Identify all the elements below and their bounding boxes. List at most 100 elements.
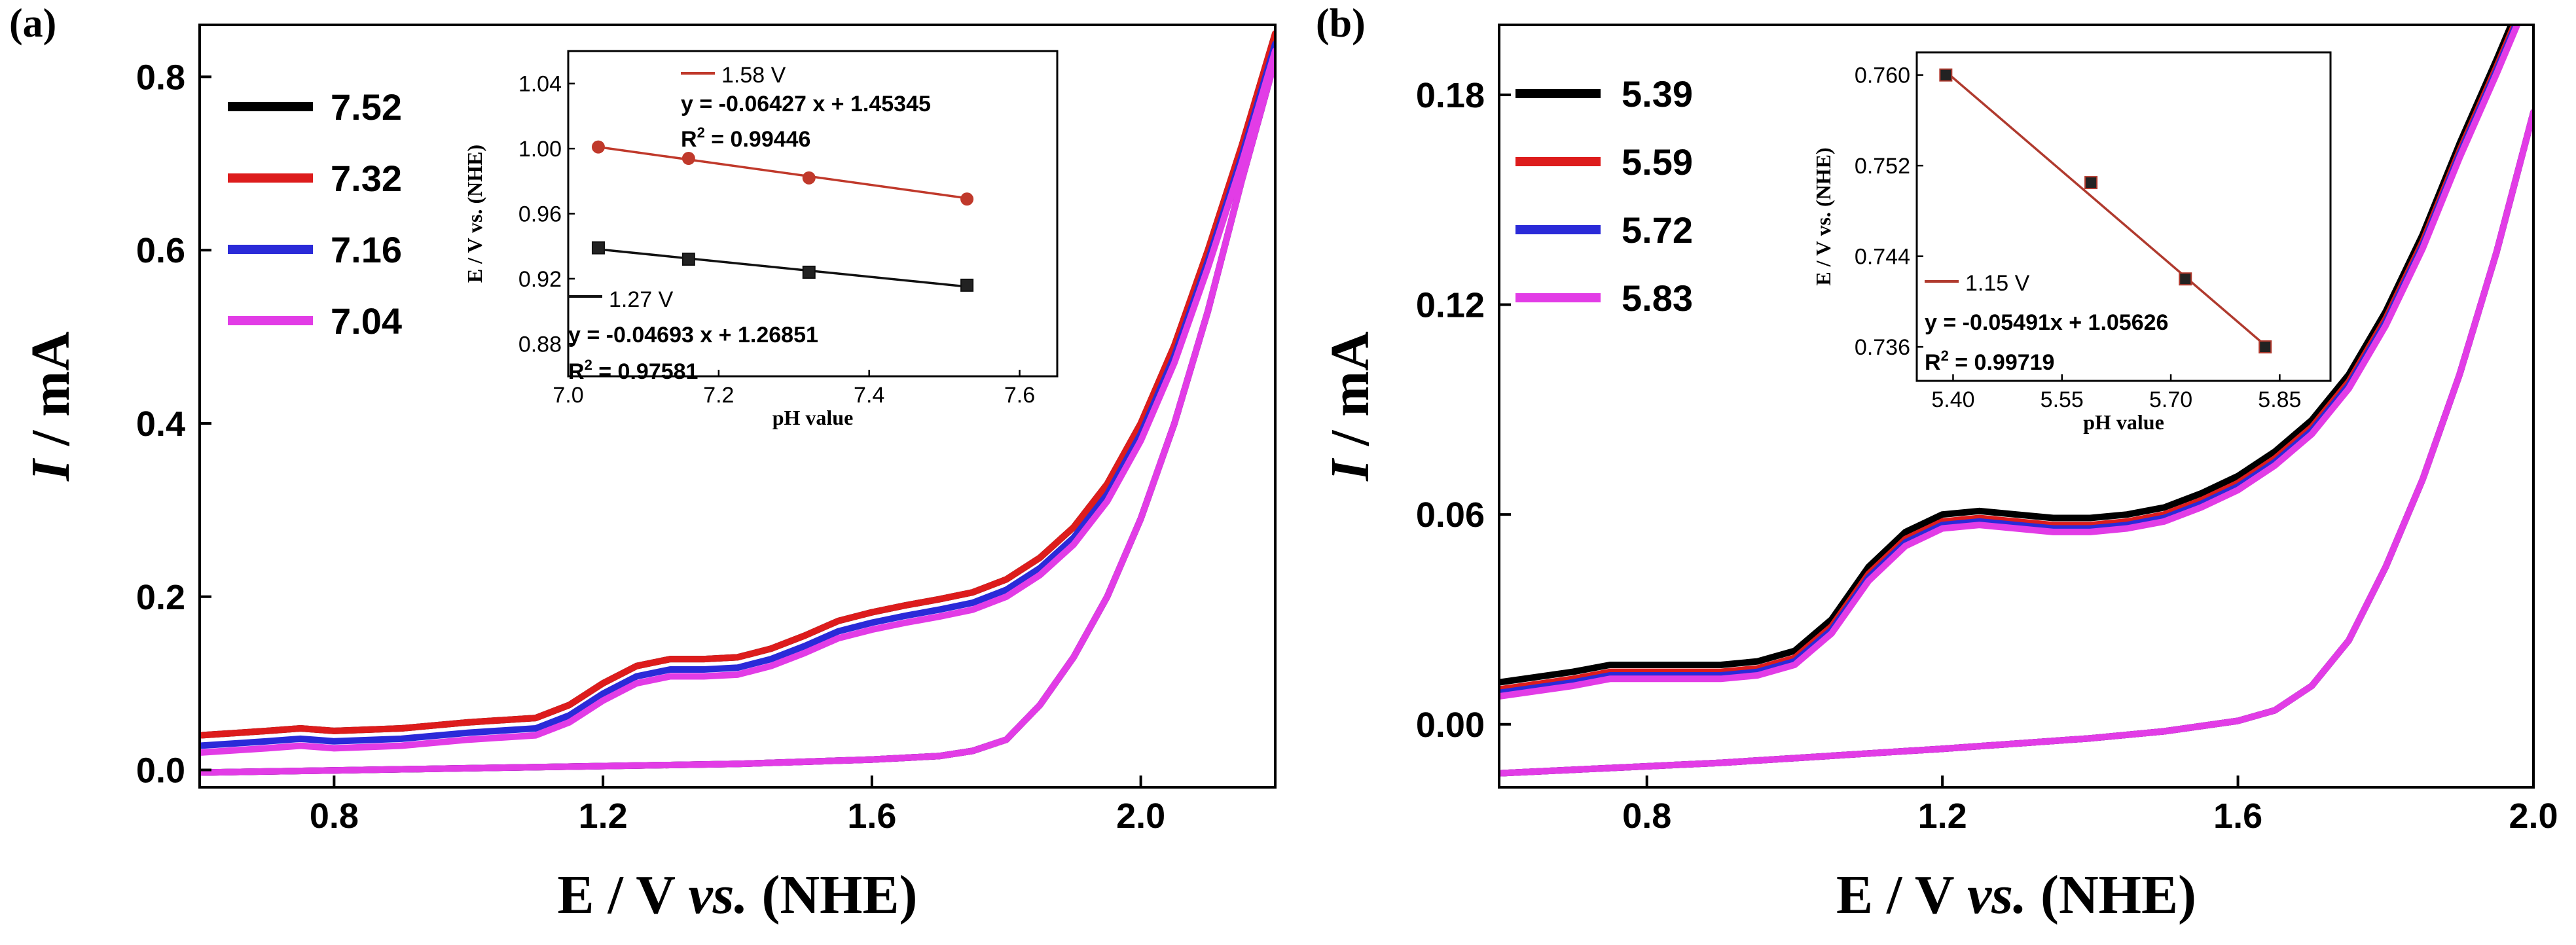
inset-x-tick-label: 7.2 (703, 383, 734, 408)
legend-label: 5.72 (1622, 209, 1693, 251)
panel-label: (a) (9, 1, 56, 46)
inset-fit-equation: y = -0.04693 x + 1.26851 (568, 323, 818, 348)
series-return-line-5.83 (1499, 109, 2533, 777)
inset-x-axis-label: pH value (772, 406, 854, 429)
inset-r-squared-exponent: 2 (1941, 348, 1949, 364)
y-tick-label: 0.2 (136, 578, 185, 617)
inset-y-tick-label: 1.00 (518, 137, 562, 162)
series-line-7.32 (200, 30, 1275, 739)
y-tick-label: 0.06 (1416, 495, 1485, 535)
inset-r-squared-value: = 0.97581 (592, 359, 698, 384)
x-tick-label: 1.6 (2213, 796, 2262, 836)
inset-data-point (2179, 272, 2192, 286)
inset-y-tick-label: 1.04 (518, 72, 562, 97)
legend-label: 7.04 (331, 300, 402, 342)
y-axis-label-italic: I (20, 457, 81, 482)
inset-x-tick-label: 7.6 (1004, 383, 1035, 408)
inset-fit-line (598, 248, 968, 288)
inset-r-squared-value: = 0.99719 (1949, 350, 2055, 375)
inset-y-tick-label: 0.736 (1855, 335, 1910, 360)
inset-fit-line (1945, 71, 2266, 347)
x-axis-label-tail: (NHE) (2027, 865, 2196, 925)
y-tick-label: 0.0 (136, 751, 185, 791)
inset-fit-equation: y = -0.06427 x + 1.45345 (681, 92, 931, 116)
inset-r-squared-exponent: 2 (585, 357, 592, 373)
inset-y-axis-label: E / V vs. (NHE) (1811, 147, 1835, 285)
inset-data-point (681, 253, 695, 266)
x-tick-label: 2.0 (2509, 796, 2558, 836)
x-tick-label: 1.2 (579, 796, 628, 836)
x-axis-label-italic: vs. (689, 865, 748, 925)
x-axis-label-main: E / V (1836, 865, 1967, 925)
legend-label: 7.52 (331, 86, 402, 128)
y-tick-label: 0.18 (1416, 76, 1485, 115)
series-line-7.04 (200, 47, 1275, 756)
inset-chart: 5.40 5.55 5.70 5.85 0.736 0.744 0.752 0.760 pH v… (1811, 51, 2332, 434)
x-tick-label: 0.8 (310, 796, 359, 836)
inset-r-squared: R2 = 0.99719 (1925, 348, 2054, 375)
inset-r-squared: R2 = 0.99446 (681, 124, 810, 152)
inset-x-tick-label: 5.55 (2041, 387, 2084, 412)
y-tick-label: 0.00 (1416, 705, 1485, 745)
panel-label: (b) (1316, 1, 1366, 46)
inset-r-squared-value: = 0.99446 (705, 127, 811, 152)
inset-data-point (960, 192, 974, 206)
inset-r-squared: R2 = 0.97581 (568, 357, 698, 384)
x-axis-label: E / V vs. (NHE) (1836, 865, 2196, 925)
series-return-line-7.04 (200, 56, 1275, 776)
inset-y-axis-label: E / V vs. (NHE) (463, 145, 486, 283)
y-axis-label-italic: I (1320, 457, 1381, 482)
y-axis-label-tail: / mA (20, 331, 81, 459)
y-tick-label: 0.12 (1416, 286, 1485, 325)
inset-x-tick-label: 5.40 (1931, 387, 1974, 412)
inset-data-point (681, 152, 695, 166)
y-axis-label: I / mA (20, 331, 81, 482)
legend: 7.52 7.32 7.16 7.04 (228, 86, 402, 342)
inset-chart: 7.0 7.2 7.4 7.6 0.88 0.92 0.96 1.00 1.04 pH value… (463, 50, 1059, 429)
inset-r-squared-prefix: R (568, 359, 585, 384)
inset-data-point (591, 140, 605, 154)
inset-data-point (802, 265, 816, 279)
series-line-7.16 (200, 41, 1275, 749)
legend-label: 5.59 (1622, 141, 1693, 183)
inset-y-tick-label: 0.88 (518, 332, 562, 357)
plot-frame (198, 24, 1277, 789)
inset-y-tick-label: 0.752 (1855, 154, 1910, 179)
legend: 5.39 5.59 5.72 5.83 (1515, 73, 1693, 319)
series-line-5.39 (1499, 25, 2515, 686)
x-tick-label: 1.6 (847, 796, 896, 836)
inset-legend-label: 1.27 V (609, 287, 674, 312)
inset-y-tick-label: 0.92 (518, 267, 562, 292)
x-tick-label: 0.8 (1622, 796, 1671, 836)
x-axis-label-italic: vs. (1967, 865, 2027, 925)
x-tick-label: 1.2 (1918, 796, 1967, 836)
inset-y-tick-label: 0.760 (1855, 63, 1910, 88)
inset-y-tick-label: 0.744 (1855, 245, 1910, 270)
inset-frame (567, 50, 1059, 378)
x-axis-label-main: E / V (558, 865, 689, 925)
y-axis-label-tail: / mA (1320, 331, 1381, 459)
chart-panel: (b) 0.8 1.2 1.6 2.0 0.00 0.06 0.12 0.18 E / V vs.… (1316, 1, 2558, 925)
inset-fit-equation: y = -0.05491x + 1.05626 (1925, 310, 2168, 335)
x-axis-label-tail: (NHE) (748, 865, 918, 925)
inset-legend-label: 1.58 V (721, 63, 786, 88)
y-tick-label: 0.8 (136, 58, 185, 97)
legend-label: 5.83 (1622, 277, 1693, 319)
inset-x-tick-label: 5.85 (2258, 387, 2301, 412)
legend-label: 5.39 (1622, 73, 1693, 115)
y-tick-label: 0.6 (136, 231, 185, 270)
y-tick-label: 0.4 (136, 404, 185, 444)
x-axis-label: E / V vs. (NHE) (558, 865, 918, 925)
inset-data-point (591, 241, 605, 255)
inset-r-squared-prefix: R (681, 127, 697, 152)
inset-data-point (2259, 340, 2272, 354)
inset-data-point (802, 171, 816, 185)
inset-x-tick-label: 5.70 (2149, 387, 2192, 412)
inset-x-tick-label: 7.4 (854, 383, 884, 408)
inset-r-squared-exponent: 2 (697, 124, 705, 141)
legend-label: 7.16 (331, 229, 402, 270)
inset-x-axis-label: pH value (2083, 410, 2164, 434)
inset-legend-label: 1.15 V (1965, 271, 2030, 296)
x-tick-label: 2.0 (1116, 796, 1165, 836)
